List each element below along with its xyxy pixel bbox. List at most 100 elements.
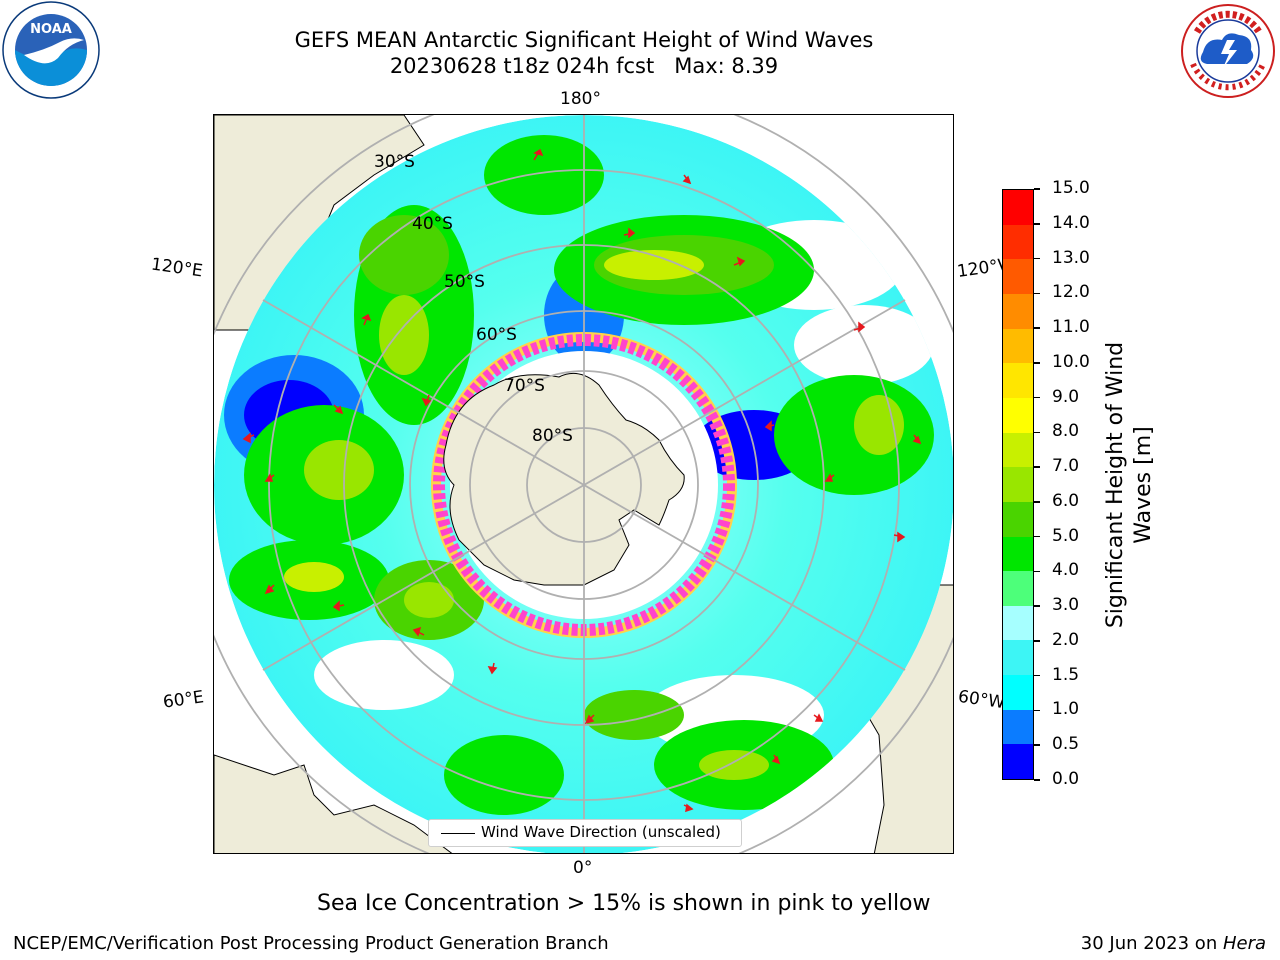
lat-label-80s: 80°S [532,426,573,446]
arrow [733,256,746,267]
arrow [824,473,835,482]
lon-label-60e: 60°E [161,687,206,713]
colorbar-tick-label: 2.0 [1052,629,1080,650]
colorbar-tick-mark [1034,605,1040,607]
colorbar-tick-mark [1034,535,1040,538]
arrow [533,148,544,161]
lat-label-40s: 40°S [412,214,453,234]
arrow [242,432,255,444]
arrow [623,227,636,239]
wind-wave-arrows [242,148,922,813]
lat-label-30s: 30°S [374,152,415,172]
lon-label-120e: 120°E [149,254,204,282]
lat-label-60s: 60°S [476,325,517,345]
colorbar-tick-mark [1034,570,1040,573]
lon-label-180: 180° [560,89,601,109]
colorbar-segment [1003,709,1033,745]
noaa-logo: NOAA [0,0,104,100]
nws-logo [1177,2,1279,100]
colorbar-tick-mark [1034,188,1040,190]
colorbar-tick-mark [1034,223,1040,225]
colorbar-tick-mark [1034,327,1040,329]
footer-date: 30 Jun 2023 on Hera [1081,933,1266,954]
arrow [764,420,775,432]
colorbar-tick-label: 14.0 [1052,212,1090,233]
arrow [584,714,595,725]
arrow [683,803,694,813]
arrow [771,754,781,765]
colorbar-tick-mark [1034,362,1040,364]
colorbar-tick-mark [1034,501,1040,503]
colorbar-segment [1003,467,1033,502]
legend-label: Wind Wave Direction (unscaled) [481,823,721,841]
graticule [214,115,953,853]
lat-label-50s: 50°S [444,272,485,292]
arrow [487,662,498,675]
colorbar-segment [1003,536,1033,572]
colorbar-tick-label: 10.0 [1052,351,1090,372]
colorbar-segment [1003,328,1033,364]
footer-date-text: 30 Jun 2023 on [1080,933,1223,954]
chart-title: GEFS MEAN Antarctic Significant Height o… [294,28,874,52]
colorbar-tick-label: 0.0 [1052,769,1080,789]
chart-subtitle: 20230628 t18z 024h fcst Max: 8.39 [389,54,779,78]
colorbar-tick-label: 0.5 [1052,734,1080,755]
sea-ice-note: Sea Ice Concentration > 15% is shown in … [317,891,931,916]
arrow [853,321,866,333]
colorbar-segment [1003,675,1033,710]
footer-host: Hera [1222,933,1266,954]
colorbar-segment [1003,294,1033,329]
colorbar-tick-label: 13.0 [1052,247,1090,268]
colorbar-tick-label: 5.0 [1052,525,1080,546]
colorbar-tick-label: 1.0 [1052,699,1080,720]
colorbar-label-line1: Significant Height of Wind [1103,341,1128,629]
colorbar-tick-label: 6.0 [1052,490,1080,511]
colorbar-tick-label: 8.0 [1052,421,1080,442]
lon-label-0: 0° [573,858,593,878]
colorbar [1002,189,1034,780]
colorbar-tick-label: 9.0 [1052,386,1080,407]
colorbar-segment [1003,605,1033,641]
arrow [264,473,275,482]
colorbar-segment [1003,432,1033,468]
colorbar-segment [1003,640,1033,676]
colorbar-tick-mark [1034,431,1040,434]
colorbar-segment [1003,363,1033,398]
colorbar-tick-label: 12.0 [1052,282,1090,303]
colorbar-label-line2: Waves [m] [1131,426,1156,544]
colorbar-tick-label: 4.0 [1052,560,1080,581]
colorbar-tick-label: 11.0 [1052,317,1090,338]
arrow [361,313,372,326]
colorbar-tick-mark [1034,257,1040,260]
lon-label-60w: 60°W [956,686,1007,714]
arrow [421,394,432,407]
colorbar-tick-label: 7.0 [1052,456,1080,477]
arrow [813,713,824,722]
lat-label-70s: 70°S [504,376,545,396]
map-legend: Wind Wave Direction (unscaled) [428,819,742,847]
footer-credit: NCEP/EMC/Verification Post Processing Pr… [13,933,609,954]
colorbar-segment [1003,501,1033,537]
polar-map: 30°S 40°S 50°S 60°S 70°S 80°S Wind Wave … [214,115,953,853]
map-panel: 30°S 40°S 50°S 60°S 70°S 80°S Wind Wave … [213,114,954,854]
colorbar-segment [1003,259,1033,295]
colorbar-segment [1003,190,1033,225]
colorbar-segment [1003,744,1033,779]
colorbar-tick-mark [1034,709,1040,712]
colorbar-tick-mark [1034,396,1040,399]
arrow [332,600,345,612]
svg-text:NOAA: NOAA [30,22,72,37]
arrow [912,434,922,445]
colorbar-label: Significant Height of Wind Waves [m] [1102,342,1158,628]
arrow [333,404,344,415]
arrow [264,584,275,595]
colorbar-segment [1003,397,1033,433]
colorbar-tick-label: 3.0 [1052,595,1080,616]
legend-line [441,833,475,834]
arrow [893,531,906,543]
colorbar-tick-mark [1034,674,1040,677]
colorbar-tick-label: 15.0 [1052,178,1090,198]
colorbar-tick-mark [1034,744,1040,746]
colorbar-segment [1003,224,1033,260]
colorbar-tick-label: 1.5 [1052,664,1080,685]
